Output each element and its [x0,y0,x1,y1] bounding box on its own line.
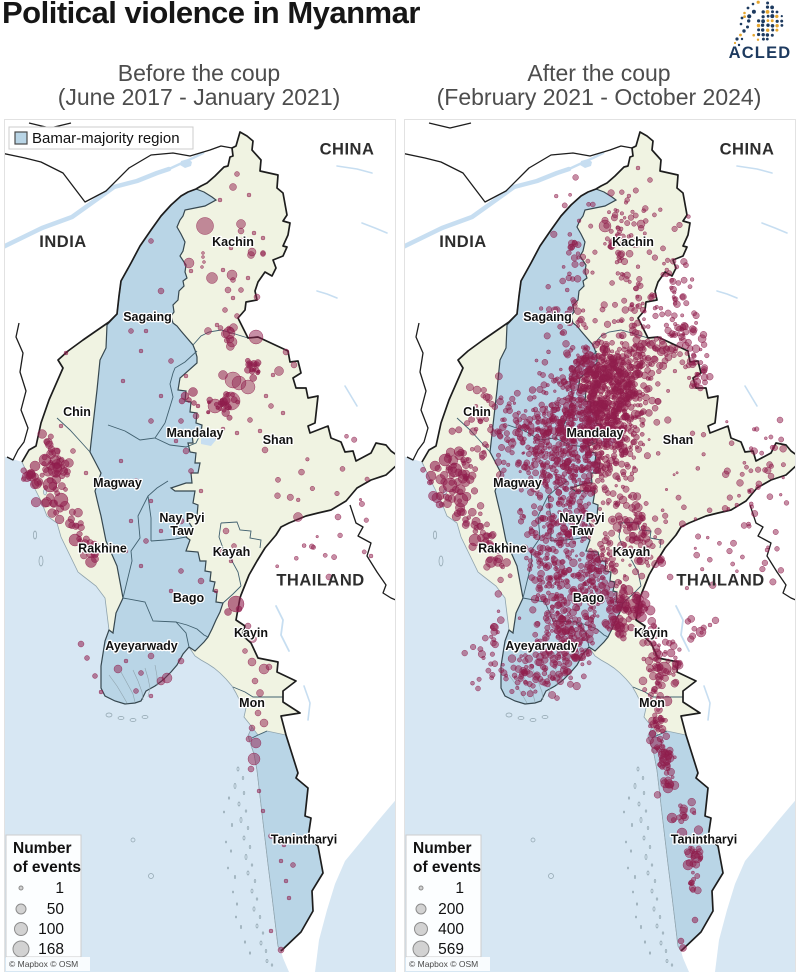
svg-text:of events: of events [13,859,81,876]
svg-text:Number: Number [13,840,72,857]
svg-text:Kachin: Kachin [212,235,254,249]
svg-text:1: 1 [55,880,64,897]
svg-text:Taw: Taw [570,524,594,538]
svg-text:INDIA: INDIA [439,233,486,251]
svg-text:Ayeyarwady: Ayeyarwady [505,639,578,653]
svg-text:CHINA: CHINA [320,141,375,159]
svg-text:1: 1 [455,880,464,897]
svg-text:Number: Number [413,840,472,857]
svg-text:CHINA: CHINA [720,141,775,159]
svg-text:Kayah: Kayah [213,545,251,559]
svg-text:Nay Pyi: Nay Pyi [559,511,604,525]
svg-text:Mon: Mon [639,696,665,710]
svg-text:Rakhine: Rakhine [78,542,127,556]
svg-text:© Mapbox © OSM: © Mapbox © OSM [9,959,78,969]
svg-text:Ayeyarwady: Ayeyarwady [105,639,178,653]
svg-text:Bago: Bago [173,591,205,605]
svg-text:Nay Pyi: Nay Pyi [159,511,204,525]
svg-text:of events: of events [413,859,481,876]
svg-text:569: 569 [438,941,464,958]
svg-text:Magway: Magway [93,476,142,490]
svg-text:Shan: Shan [663,433,694,447]
svg-text:Kayin: Kayin [634,626,668,640]
svg-text:Tanintharyi: Tanintharyi [671,833,737,847]
svg-text:168: 168 [38,941,64,958]
svg-text:Tanintharyi: Tanintharyi [271,833,337,847]
svg-text:Taw: Taw [170,524,194,538]
svg-text:Mandalay: Mandalay [167,426,224,440]
svg-text:Shan: Shan [263,433,294,447]
svg-text:© Mapbox © OSM: © Mapbox © OSM [409,959,478,969]
svg-text:INDIA: INDIA [39,233,86,251]
svg-text:50: 50 [47,901,65,918]
svg-text:Magway: Magway [493,476,542,490]
svg-text:100: 100 [38,921,64,938]
svg-text:400: 400 [438,921,464,938]
svg-text:Kayah: Kayah [613,545,651,559]
svg-text:Mandalay: Mandalay [567,426,624,440]
svg-text:Rakhine: Rakhine [478,542,527,556]
svg-text:Kayin: Kayin [234,626,268,640]
svg-text:Chin: Chin [63,405,91,419]
svg-text:THAILAND: THAILAND [676,572,764,590]
svg-text:ACLED: ACLED [729,44,792,62]
svg-text:Chin: Chin [463,405,491,419]
svg-text:Sagaing: Sagaing [523,310,572,324]
svg-text:Kachin: Kachin [612,235,654,249]
svg-text:Bago: Bago [573,591,605,605]
svg-text:Sagaing: Sagaing [123,310,172,324]
svg-text:THAILAND: THAILAND [276,572,364,590]
svg-text:Mon: Mon [239,696,265,710]
svg-text:Bamar-majority region: Bamar-majority region [32,130,180,147]
svg-text:200: 200 [438,901,464,918]
